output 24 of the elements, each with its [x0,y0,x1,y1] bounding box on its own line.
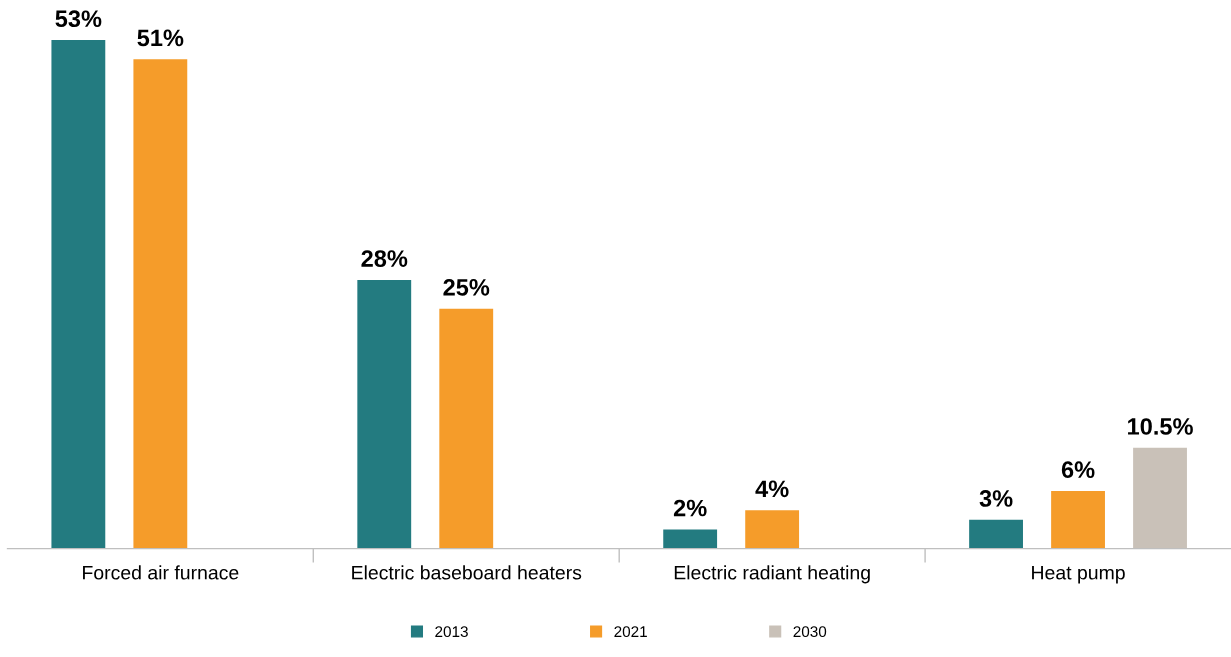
bar [357,279,412,549]
data-label: 25% [443,279,490,296]
x-tick-label: Heat pump [1032,565,1125,584]
data-label: 4% [755,480,789,498]
legend-label: 2030 [793,626,827,638]
data-label: 3% [979,490,1013,507]
data-label: 51% [137,29,184,47]
data-label: 53% [55,10,102,28]
x-tick-label: Forced air furnace [83,565,239,580]
bar [745,510,800,549]
data-label: 6% [1061,461,1095,479]
legend-label: 2013 [435,626,468,638]
bar [439,308,494,549]
bar [969,519,1023,549]
data-label: 2% [673,499,707,517]
bar [1051,491,1105,549]
bar [133,59,188,549]
data-label: 28% [361,250,408,267]
x-tick-label: Electric radiant heating [674,565,870,584]
data-label: 10.5% [1128,418,1193,435]
bar [51,40,106,549]
legend-label: 2021 [614,626,647,638]
x-tick-label: Electric baseboard heaters [352,565,582,580]
bar [663,529,718,549]
